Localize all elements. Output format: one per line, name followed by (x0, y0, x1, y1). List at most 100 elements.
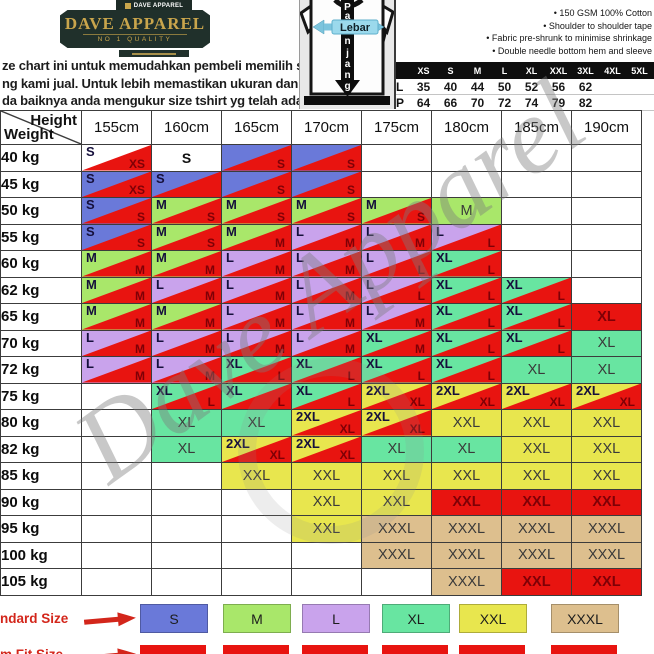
size-cell: 2XL XL (361, 409, 432, 437)
slim-size-label: M (275, 236, 285, 250)
size-cell-fill: S (292, 145, 361, 171)
standard-size-label: XL (506, 277, 523, 292)
standard-size-label: XL (366, 330, 383, 345)
slim-size-label: M (345, 262, 355, 277)
standard-size-label: 2XL (366, 409, 390, 424)
length-label-letter: P (344, 2, 351, 13)
size-cell: XXL (571, 568, 642, 596)
size-cell-fill: S (152, 171, 221, 197)
size-label: XXL (592, 494, 621, 511)
size-cell: XXL (291, 462, 362, 490)
size-label: XL (387, 441, 406, 458)
grid-row: 90 kg XXL XXL XXL XXL XXL (0, 488, 642, 516)
size-cell-fill: XXL (572, 436, 641, 462)
feature-item: • 150 GSM 100% Cotton (553, 8, 652, 18)
size-label: XXL (452, 494, 481, 511)
standard-size-label: M (156, 303, 167, 318)
size-label: XXL (592, 414, 621, 431)
size-cell: XL (151, 435, 222, 463)
size-cell (431, 170, 502, 198)
standard-size-label: L (296, 224, 304, 239)
size-cell: XL L (431, 329, 502, 357)
size-cell (151, 568, 222, 596)
standard-size-label: XL (436, 277, 453, 292)
size-cell-fill: XXL (572, 489, 641, 515)
size-cell: XXXL (361, 541, 432, 569)
standard-size-label: M (226, 197, 237, 212)
size-cell-fill: XL L (362, 357, 431, 383)
standard-size-label: ndard Size (0, 611, 69, 626)
slim-size-label: XS (128, 183, 145, 197)
size-label: XXL (312, 520, 341, 537)
brand-tab: DAVE APPAREL (116, 0, 192, 11)
size-cell (81, 435, 152, 463)
brand-divider (83, 34, 187, 35)
size-cell-fill: XL (222, 410, 291, 436)
standard-size-label: S (86, 144, 95, 159)
length-label-letter: a (345, 11, 351, 22)
standard-size-label: M (156, 250, 167, 265)
size-cell: 2XL XL (431, 382, 502, 410)
measurement-value: 70 (470, 95, 485, 110)
slim-size-label: S (346, 209, 355, 224)
standard-size-label: L (156, 277, 164, 292)
size-cell (151, 462, 222, 490)
slim-size-label: XL (619, 395, 635, 409)
weight-label: 50 kg (0, 197, 82, 225)
standard-size-label: XL (296, 383, 313, 398)
standard-size-label: L (366, 224, 374, 239)
standard-size-label: 2XL (366, 383, 390, 398)
size-cell-fill: XXL (432, 410, 501, 436)
slim-size-label: L (277, 368, 285, 383)
size-cell-fill: XL L (222, 383, 291, 409)
size-cell (501, 170, 572, 198)
size-cell: XL L (291, 356, 362, 384)
size-cell-fill: S (152, 145, 221, 171)
standard-size-label: XL (226, 356, 243, 371)
size-cell (151, 515, 222, 543)
size-cell: 2XL XL (291, 435, 362, 463)
corner-height-label: Height (30, 112, 77, 129)
standard-size-label: XL (436, 330, 453, 345)
slim-fit-size-label: m Fit Size (0, 647, 63, 654)
slim-size-label: L (417, 289, 425, 303)
slim-size-label: M (135, 342, 145, 356)
left-sleeve (299, 3, 313, 35)
size-cell (571, 223, 642, 251)
size-label: XXL (242, 467, 271, 484)
intro-line: ng kami jual. Untuk lebih memastikan uku… (2, 75, 326, 91)
legend-slimfit-box: SLIM FIT (382, 645, 448, 654)
height-header: 175cm (361, 110, 432, 145)
brand-foot-dash (132, 52, 176, 55)
size-label: XXL (452, 414, 481, 431)
size-cell-fill: XL L (432, 277, 501, 303)
legend-size-box: L (302, 604, 370, 633)
grid-header-row: Height Weight 155cm 160cm 165cm 170cm 175cm 180… (0, 110, 642, 145)
size-cell (501, 250, 572, 278)
standard-size-label: XL (436, 303, 453, 318)
grid-corner-cell: Height Weight (0, 110, 82, 145)
slim-size-label: S (276, 209, 285, 224)
weight-label: 80 kg (0, 409, 82, 437)
size-cell (221, 515, 292, 543)
size-cell: XL L (151, 382, 222, 410)
grid-row: 80 kg XL XL 2XL XL 2XL XL XXL XXL XXL (0, 409, 642, 437)
size-cell-fill: XXL (502, 489, 571, 515)
standard-size-label: M (86, 303, 97, 318)
size-label: XXL (312, 494, 341, 511)
size-cell (151, 541, 222, 569)
slim-size-label: XL (269, 448, 285, 462)
measurement-table-header: XS S M L XL XXL 3XL 4XL 5XL (396, 62, 654, 79)
measurement-value: 35 (416, 79, 431, 94)
